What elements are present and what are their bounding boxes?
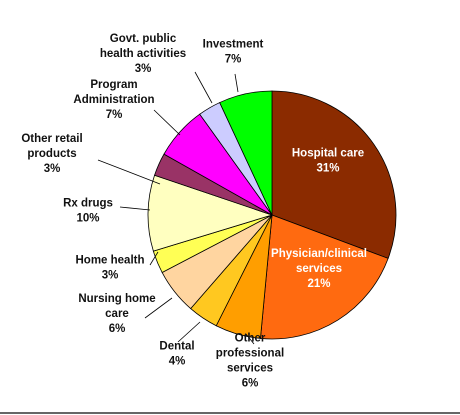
pie-slice-6	[147, 174, 274, 252]
slice-label-3: Dental 4%	[159, 341, 194, 368]
slice-label-line: products	[27, 148, 76, 160]
leader-line-8	[153, 109, 181, 136]
slice-label-6: Rx drugs 10%	[63, 198, 113, 225]
slice-label-line: 3%	[102, 270, 119, 282]
slice-label-line: Program	[90, 79, 137, 91]
slice-label-line: Administration	[73, 94, 154, 106]
slice-label-line: 21%	[307, 278, 330, 290]
slice-label-line: 4%	[169, 356, 186, 368]
leader-line-2	[245, 333, 255, 345]
slice-label-line: Nursing home	[78, 293, 155, 305]
slice-label-line: Other retail	[21, 133, 82, 145]
slice-label-9: Govt. public health activities 3%	[100, 33, 186, 75]
slice-label-line: 3%	[135, 63, 152, 75]
slice-label-8: Program Administration 7%	[73, 79, 154, 121]
slice-label-4: Nursing home care 6%	[78, 293, 155, 335]
slice-label-1: Physician/clinical services 21%	[271, 248, 367, 290]
slice-label-line: 7%	[225, 54, 242, 66]
slice-label-5: Home health 3%	[75, 255, 144, 282]
slice-label-0: Hospital care 31%	[292, 148, 364, 175]
slice-label-line: 6%	[242, 378, 259, 390]
pie-slice-0	[271, 90, 397, 259]
slice-label-line: 10%	[76, 213, 99, 225]
pie-slice-10	[219, 90, 273, 216]
slice-label-line: Hospital care	[292, 148, 364, 160]
pie-slices	[147, 90, 397, 340]
slice-label-line: professional	[216, 348, 284, 360]
slice-label-10: Investment 7%	[203, 39, 264, 66]
slice-label-line: 7%	[106, 109, 123, 121]
slice-label-line: Govt. public	[110, 33, 177, 45]
slice-label-line: 31%	[316, 163, 339, 175]
slice-label-line: Home health	[75, 255, 144, 267]
leader-line-7	[97, 159, 161, 185]
slice-label-line: Investment	[203, 39, 264, 51]
slice-label-line: 3%	[44, 163, 61, 175]
leader-line-10	[234, 73, 239, 93]
leader-line-6	[119, 206, 151, 211]
slice-label-line: care	[105, 308, 129, 320]
slice-label-line: Dental	[159, 341, 194, 353]
leader-line-5	[149, 251, 159, 266]
slice-label-line: services	[227, 363, 273, 375]
leader-line-9	[194, 71, 213, 104]
slice-label-line: Other	[235, 333, 266, 345]
slice-label-2: Other professional services 6%	[216, 333, 284, 390]
leader-lines	[97, 71, 255, 345]
slice-label-line: services	[296, 263, 342, 275]
slice-labels: Hospital care 31% Physician/clinical servic…	[21, 33, 367, 390]
pie-slice-1	[260, 214, 389, 340]
slice-label-7: Other retail products 3%	[21, 133, 82, 175]
leader-line-4	[144, 297, 173, 319]
slice-label-line: Physician/clinical	[271, 248, 367, 260]
leader-line-3	[177, 321, 201, 343]
slice-label-line: health activities	[100, 48, 186, 60]
slice-label-line: Rx drugs	[63, 198, 113, 210]
slice-label-line: 6%	[109, 323, 126, 335]
